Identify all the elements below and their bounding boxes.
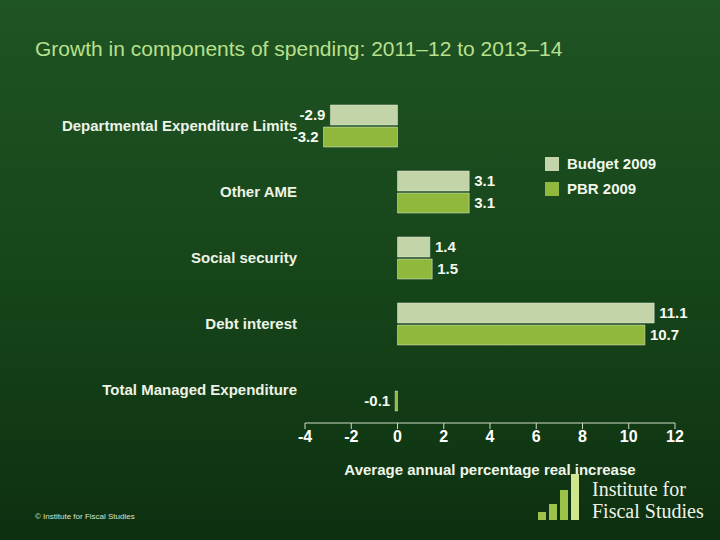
svg-text:2: 2 (439, 428, 448, 445)
svg-text:11.1: 11.1 (659, 304, 687, 321)
svg-text:-3.2: -3.2 (293, 128, 319, 145)
html-text:Budget 2009: Budget 2009 (567, 155, 657, 172)
html-text:© Institute for Fiscal Studies: © Institute for Fiscal Studies (35, 512, 135, 521)
svg-text:1.4: 1.4 (435, 238, 457, 255)
svg-text:10.7: 10.7 (650, 326, 679, 343)
svg-text:Total Managed Expenditure: Total Managed Expenditure (102, 381, 297, 398)
html-text:Growth in components of spendi: Growth in components of spending: 2011–1… (35, 37, 563, 60)
svg-text:10: 10 (620, 428, 638, 445)
html-text:Institute for Fiscal Studies: Institute for Fiscal Studies (592, 478, 704, 522)
svg-text:-2.9: -2.9 (300, 106, 326, 123)
svg-text:Social security: Social security (191, 249, 298, 266)
svg-text:-0.1: -0.1 (364, 392, 390, 409)
svg-text:Other AME: Other AME (220, 183, 297, 200)
html-text:PBR 2009: PBR 2009 (567, 180, 637, 197)
svg-text:3.1: 3.1 (474, 194, 495, 211)
svg-text:0: 0 (393, 428, 402, 445)
svg-text:3.1: 3.1 (474, 172, 495, 189)
svg-text:-4: -4 (298, 428, 312, 445)
svg-text:12: 12 (666, 428, 684, 445)
svg-text:8: 8 (578, 428, 587, 445)
svg-text:1.5: 1.5 (437, 260, 458, 277)
svg-text:-2: -2 (344, 428, 358, 445)
svg-text:Departmental Expenditure Limit: Departmental Expenditure Limits (62, 117, 297, 134)
svg-text:4: 4 (486, 428, 495, 445)
svg-text:Debt interest: Debt interest (205, 315, 297, 332)
svg-text:6: 6 (532, 428, 541, 445)
svg-text:Average annual percentage real: Average annual percentage real increase (344, 461, 635, 478)
